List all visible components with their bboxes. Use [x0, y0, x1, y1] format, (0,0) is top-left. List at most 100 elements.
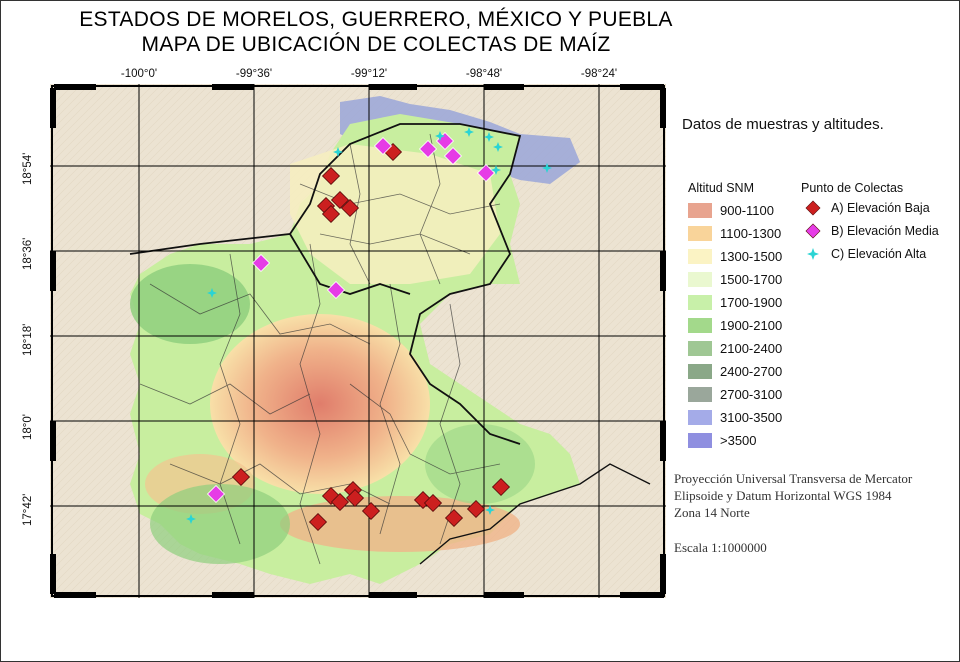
altitude-swatch	[688, 432, 712, 448]
point-high	[542, 163, 552, 173]
altitude-class-row: 1900-2100	[688, 317, 782, 333]
altitude-legend-header: Altitud SNM	[688, 181, 754, 195]
point-low	[491, 477, 511, 497]
map-neatline	[51, 85, 665, 597]
point-medium	[373, 136, 393, 156]
point-high	[484, 132, 494, 142]
point-class-label: A) Elevación Baja	[831, 201, 930, 215]
points-low-elevation	[231, 142, 511, 532]
state-boundary	[289, 123, 522, 445]
diamond-icon	[805, 223, 821, 239]
altitude-swatch	[688, 409, 712, 425]
point-high	[493, 142, 503, 152]
point-medium	[251, 253, 271, 273]
point-low	[340, 198, 360, 218]
point-high	[186, 514, 196, 524]
point-low	[330, 190, 350, 210]
highland-east	[425, 424, 535, 504]
altitude-class-label: 1500-1700	[720, 271, 783, 287]
altitude-class-label: 900-1100	[720, 202, 774, 218]
highland-west	[130, 264, 250, 344]
points-high-elevation	[186, 127, 552, 524]
point-low	[321, 166, 341, 186]
lat-label-1: 18°54'	[22, 152, 34, 185]
point-high	[491, 165, 501, 175]
altitude-class-row: 2700-3100	[688, 386, 782, 402]
projection-text: Proyección Universal Transversa de Merca…	[674, 471, 913, 486]
point-low	[308, 512, 328, 532]
altitude-class-label: 1100-1300	[720, 225, 782, 241]
altitude-swatch	[688, 271, 712, 287]
lat-label-2: 18°36'	[22, 237, 34, 270]
lat-label-5: 17°42'	[22, 493, 34, 526]
point-high	[464, 127, 474, 137]
state-boundary-west	[129, 233, 411, 295]
point-high	[207, 288, 217, 298]
map-title-line2: MAPA DE UBICACIÓN DE COLECTAS DE MAÍZ	[141, 33, 611, 56]
altitude-class-row: 1300-1500	[688, 248, 782, 264]
altitude-class-label: >3500	[720, 432, 757, 448]
point-low	[444, 508, 464, 528]
lat-label-3: 18°18'	[22, 323, 34, 356]
graticule-grid	[50, 84, 666, 598]
lon-label-5: -98°24'	[580, 68, 618, 80]
neatline-ticks	[50, 84, 666, 598]
altitude-class-row: 900-1100	[688, 202, 774, 218]
point-medium	[326, 280, 346, 300]
point-medium	[476, 163, 496, 183]
altitude-swatch	[688, 248, 712, 264]
altitude-swatch	[688, 294, 712, 310]
scale-text: Escala 1:1000000	[674, 540, 767, 555]
altitude-class-row: 2400-2700	[688, 363, 782, 379]
state-boundary-south	[419, 463, 651, 565]
point-low	[321, 204, 341, 224]
lon-label-2: -99°36'	[235, 68, 273, 80]
datum-text: Elipsoide y Datum Horizontal WGS 1984	[674, 488, 892, 503]
altitude-swatch	[688, 340, 712, 356]
altitude-swatch	[688, 363, 712, 379]
lon-label-4: -98°48'	[465, 68, 503, 80]
altitude-class-label: 3100-3500	[720, 409, 783, 425]
altitude-swatch	[688, 225, 712, 241]
altitude-class-row: 1700-1900	[688, 294, 782, 310]
altitude-class-label: 1900-2100	[720, 317, 783, 333]
points-medium-elevation	[206, 131, 496, 504]
altitude-swatch	[688, 317, 712, 333]
lon-label-3: -99°12'	[350, 68, 388, 80]
altitude-class-label: 1300-1500	[720, 248, 783, 264]
altitude-swatch	[688, 202, 712, 218]
altitude-class-row: 1100-1300	[688, 225, 781, 241]
lowland-valley-core	[210, 314, 430, 494]
point-high	[333, 147, 343, 157]
altitude-class-label: 2400-2700	[720, 363, 783, 379]
point-low	[345, 488, 365, 508]
star-icon	[807, 248, 819, 260]
lon-label-1: -100°0'	[120, 68, 158, 80]
legend-title: Datos de muestras y altitudes.	[682, 116, 884, 133]
point-class-label: C) Elevación Alta	[831, 247, 927, 261]
point-class-row: B) Elevación Media	[803, 222, 939, 240]
altitude-class-row: >3500	[688, 432, 757, 448]
point-class-row: A) Elevación Baja	[803, 199, 930, 217]
altitude-class-row: 2100-2400	[688, 340, 782, 356]
lat-label-4: 18°0'	[22, 414, 34, 440]
altitude-class-label: 1700-1900	[720, 294, 783, 310]
point-medium	[443, 146, 463, 166]
diamond-icon	[805, 200, 821, 216]
point-low	[330, 492, 350, 512]
altitude-class-label: 2700-3100	[720, 386, 783, 402]
point-medium	[206, 484, 226, 504]
point-low	[231, 467, 251, 487]
altitude-class-row: 3100-3500	[688, 409, 782, 425]
point-low	[423, 493, 443, 513]
point-low	[361, 501, 381, 521]
zone-text: Zona 14 Norte	[674, 505, 750, 520]
point-class-label: B) Elevación Media	[831, 224, 939, 238]
point-class-row: C) Elevación Alta	[803, 245, 926, 263]
altitude-class-row: 1500-1700	[688, 271, 782, 287]
points-legend-header: Punto de Colectas	[801, 181, 904, 195]
point-high	[485, 505, 495, 515]
point-medium	[418, 139, 438, 159]
altitude-swatch	[688, 386, 712, 402]
point-low	[466, 499, 486, 519]
